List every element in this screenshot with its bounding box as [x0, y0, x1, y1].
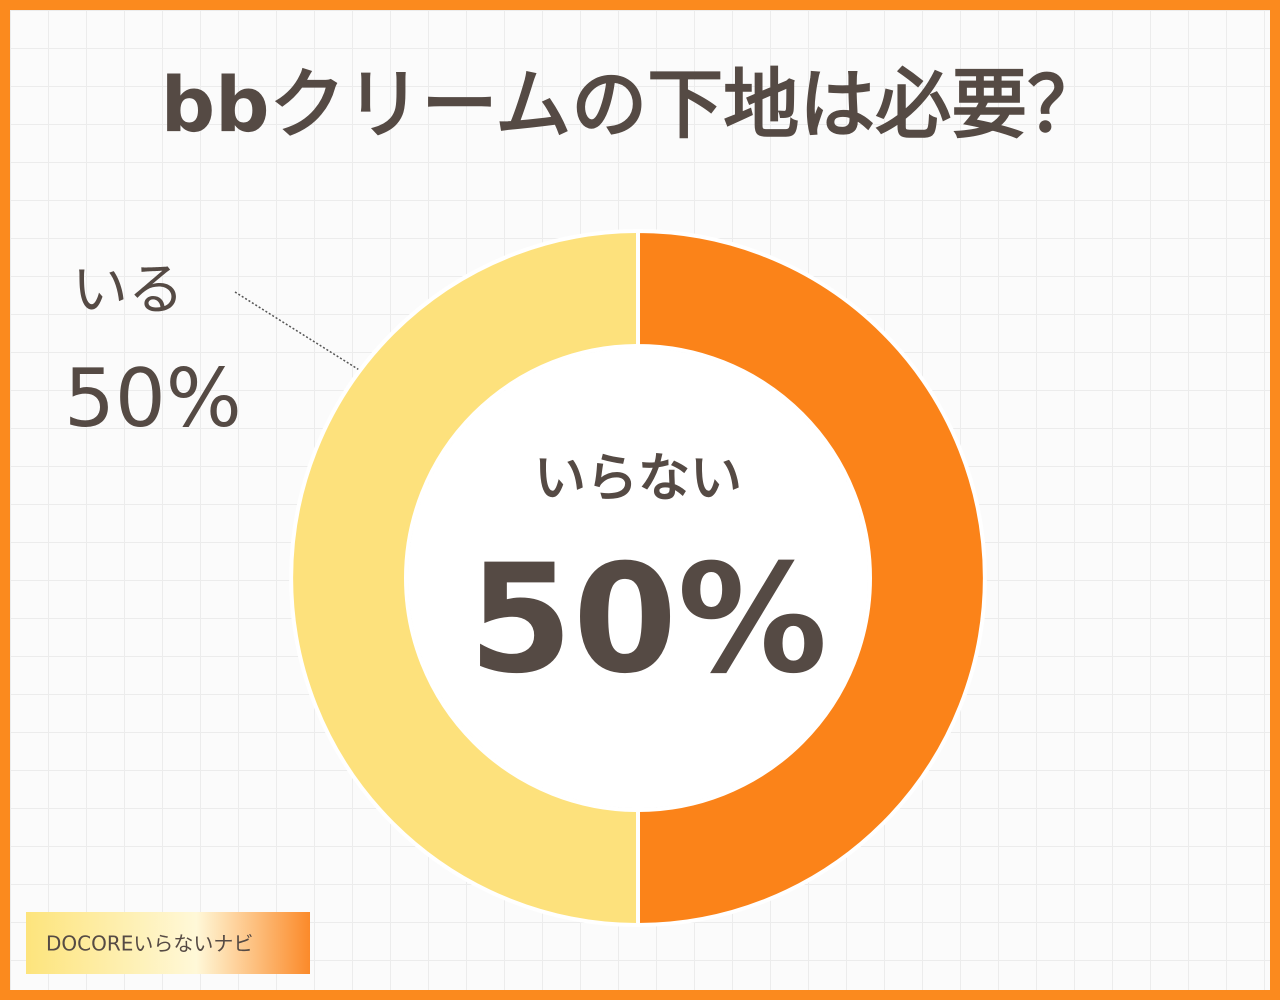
- value-label: 50%: [64, 352, 242, 445]
- footer: DOCOREいらないナビ: [46, 932, 253, 956]
- slice: [636, 228, 987, 928]
- leader-line: [234, 291, 381, 384]
- footer-badge: [26, 912, 310, 974]
- value-label: 50%: [468, 533, 827, 707]
- slice: [289, 228, 640, 928]
- slice-label: いらない: [534, 449, 742, 509]
- slice-label: いる: [72, 258, 184, 323]
- donut-hole: [408, 348, 868, 808]
- chart-title: bbクリームの下地は必要？: [161, 60, 1104, 149]
